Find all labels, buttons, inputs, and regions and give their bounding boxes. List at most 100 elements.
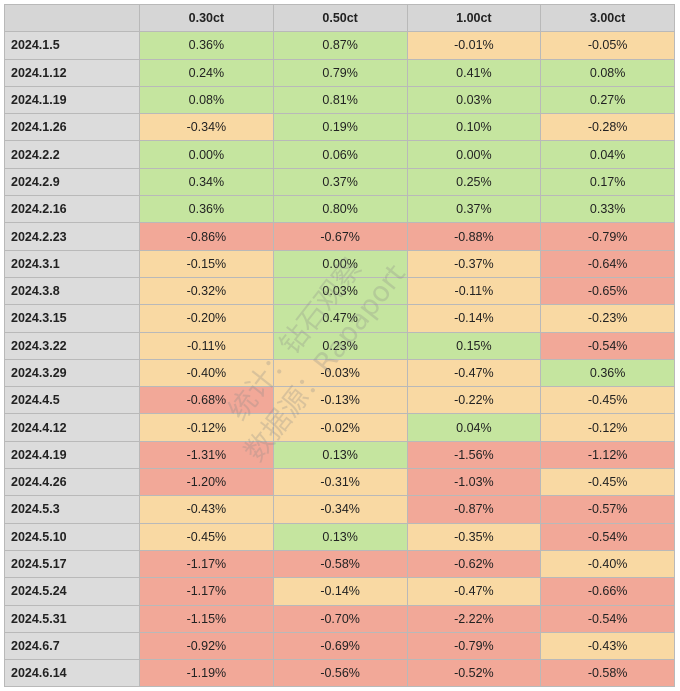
value-cell-100ct: -0.47% [406, 358, 542, 388]
value-cell-050ct: 0.23% [272, 331, 408, 360]
table-row: 2024.5.24 -1.17% -0.14% -0.47% -0.66% [4, 577, 675, 606]
value-cell-050ct: -0.70% [272, 604, 408, 633]
value-cell-300ct: -0.54% [540, 522, 675, 551]
value-cell-300ct: -0.45% [540, 386, 675, 415]
table-row: 2024.4.26 -1.20% -0.31% -1.03% -0.45% [4, 468, 675, 497]
row-date-label: 2024.2.16 [4, 195, 140, 224]
table-row: 2024.6.7 -0.92% -0.69% -0.79% -0.43% [4, 631, 675, 661]
value-cell-050ct: -0.13% [272, 386, 408, 415]
value-cell-100ct: -0.01% [406, 31, 542, 60]
table-row: 2024.2.2 0.00% 0.06% 0.00% 0.04% [4, 140, 675, 169]
value-cell-100ct: -0.22% [406, 386, 542, 415]
table-row: 2024.4.5 -0.68% -0.13% -0.22% -0.45% [4, 386, 675, 415]
table-row: 2024.1.12 0.24% 0.79% 0.41% 0.08% [4, 58, 675, 87]
value-cell-300ct: -0.57% [540, 495, 675, 524]
value-cell-300ct: 0.08% [540, 58, 675, 87]
value-cell-300ct: -0.58% [540, 659, 675, 688]
value-cell-300ct: -0.05% [540, 31, 675, 60]
value-cell-300ct: -0.66% [540, 577, 675, 606]
row-date-label: 2024.4.26 [4, 468, 140, 497]
value-cell-050ct: -0.34% [272, 495, 408, 524]
row-date-label: 2024.5.10 [4, 522, 140, 551]
table-row: 2024.4.19 -1.31% 0.13% -1.56% -1.12% [4, 440, 675, 470]
value-cell-050ct: -0.14% [272, 577, 408, 606]
value-cell-100ct: -0.47% [406, 577, 542, 606]
value-cell-030ct: -0.12% [139, 413, 274, 442]
value-cell-100ct: 0.15% [406, 331, 542, 360]
value-cell-030ct: -0.20% [139, 304, 274, 333]
value-cell-030ct: -1.17% [139, 577, 274, 606]
table-row: 2024.5.17 -1.17% -0.58% -0.62% -0.40% [4, 549, 675, 579]
value-cell-100ct: -0.35% [406, 522, 542, 551]
row-date-label: 2024.3.8 [4, 276, 140, 306]
value-cell-300ct: 0.27% [540, 85, 675, 115]
value-cell-100ct: -0.88% [406, 222, 542, 251]
value-cell-030ct: -0.43% [139, 495, 274, 524]
value-cell-050ct: -0.58% [272, 549, 408, 579]
value-cell-050ct: 0.19% [272, 113, 408, 142]
row-date-label: 2024.1.19 [4, 85, 140, 115]
diamond-price-change-table: 0.30ct 0.50ct 1.00ct 3.00ct 2024.1.5 0.36… [4, 3, 675, 688]
row-date-label: 2024.2.23 [4, 222, 140, 251]
table-row: 2024.2.23 -0.86% -0.67% -0.88% -0.79% [4, 222, 675, 251]
value-cell-050ct: -0.31% [272, 468, 408, 497]
row-date-label: 2024.5.17 [4, 549, 140, 579]
value-cell-030ct: -1.15% [139, 604, 274, 633]
row-date-label: 2024.5.24 [4, 577, 140, 606]
value-cell-050ct: 0.81% [272, 85, 408, 115]
value-cell-100ct: -0.11% [406, 276, 542, 306]
table-row: 2024.4.12 -0.12% -0.02% 0.04% -0.12% [4, 413, 675, 442]
value-cell-100ct: -0.14% [406, 304, 542, 333]
header-030ct: 0.30ct [139, 3, 274, 33]
table-row: 2024.3.29 -0.40% -0.03% -0.47% 0.36% [4, 358, 675, 388]
table-row: 2024.2.9 0.34% 0.37% 0.25% 0.17% [4, 167, 675, 197]
value-cell-030ct: 0.08% [139, 85, 274, 115]
value-cell-300ct: -1.12% [540, 440, 675, 470]
value-cell-050ct: -0.03% [272, 358, 408, 388]
table-row: 2024.5.10 -0.45% 0.13% -0.35% -0.54% [4, 522, 675, 551]
value-cell-050ct: 0.13% [272, 440, 408, 470]
value-cell-300ct: -0.54% [540, 604, 675, 633]
value-cell-030ct: -1.17% [139, 549, 274, 579]
row-date-label: 2024.6.14 [4, 659, 140, 688]
value-cell-050ct: -0.69% [272, 631, 408, 661]
value-cell-300ct: 0.17% [540, 167, 675, 197]
value-cell-300ct: -0.43% [540, 631, 675, 661]
value-cell-300ct: -0.64% [540, 249, 675, 278]
value-cell-030ct: -0.68% [139, 386, 274, 415]
value-cell-100ct: -0.37% [406, 249, 542, 278]
row-date-label: 2024.4.5 [4, 386, 140, 415]
row-date-label: 2024.4.19 [4, 440, 140, 470]
row-date-label: 2024.1.12 [4, 58, 140, 87]
value-cell-050ct: -0.67% [272, 222, 408, 251]
value-cell-030ct: -1.31% [139, 440, 274, 470]
value-cell-100ct: -0.87% [406, 495, 542, 524]
value-cell-100ct: 0.37% [406, 195, 542, 224]
row-date-label: 2024.6.7 [4, 631, 140, 661]
value-cell-100ct: -1.56% [406, 440, 542, 470]
value-cell-050ct: 0.06% [272, 140, 408, 169]
value-cell-030ct: -0.92% [139, 631, 274, 661]
value-cell-100ct: -2.22% [406, 604, 542, 633]
row-date-label: 2024.2.2 [4, 140, 140, 169]
row-date-label: 2024.3.15 [4, 304, 140, 333]
value-cell-030ct: 0.00% [139, 140, 274, 169]
value-cell-100ct: -0.52% [406, 659, 542, 688]
value-cell-100ct: 0.10% [406, 113, 542, 142]
header-row: 0.30ct 0.50ct 1.00ct 3.00ct [4, 3, 675, 33]
row-date-label: 2024.4.12 [4, 413, 140, 442]
value-cell-300ct: -0.23% [540, 304, 675, 333]
value-cell-300ct: 0.33% [540, 195, 675, 224]
row-date-label: 2024.5.31 [4, 604, 140, 633]
value-cell-050ct: 0.79% [272, 58, 408, 87]
value-cell-030ct: -0.40% [139, 358, 274, 388]
row-date-label: 2024.1.26 [4, 113, 140, 142]
value-cell-030ct: -1.20% [139, 468, 274, 497]
value-cell-050ct: 0.03% [272, 276, 408, 306]
value-cell-030ct: -0.15% [139, 249, 274, 278]
value-cell-100ct: 0.41% [406, 58, 542, 87]
table-row: 2024.5.3 -0.43% -0.34% -0.87% -0.57% [4, 495, 675, 524]
header-300ct: 3.00ct [540, 3, 675, 33]
table-row: 2024.2.16 0.36% 0.80% 0.37% 0.33% [4, 195, 675, 224]
value-cell-100ct: -1.03% [406, 468, 542, 497]
